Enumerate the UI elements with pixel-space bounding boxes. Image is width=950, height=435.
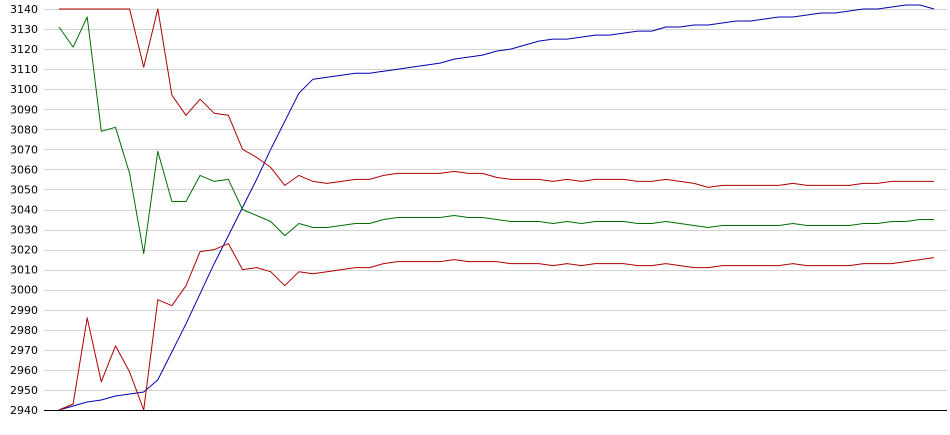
y-tick-label: 2980 (10, 324, 38, 337)
y-tick-label: 3090 (10, 103, 38, 116)
series-lines (58, 4, 935, 411)
y-tick-label: 3140 (10, 3, 38, 16)
y-tick-label: 2970 (10, 344, 38, 357)
y-tick-label: 3080 (10, 123, 38, 136)
y-tick-label: 3030 (10, 224, 38, 237)
series-line-1 (58, 4, 935, 411)
series-line-2 (59, 8, 934, 188)
y-tick-label: 2990 (10, 304, 38, 317)
series-line-3 (58, 16, 934, 255)
series-line-4 (58, 243, 935, 411)
y-tick-label: 3010 (10, 264, 38, 277)
y-tick-label: 3110 (10, 63, 38, 76)
gridlines (44, 9, 947, 411)
y-axis-tick-labels: 2940 2950 2960 2970 2980 2990 3000 3010 3020 3030… (10, 3, 38, 417)
y-tick-label: 3070 (10, 143, 38, 156)
y-tick-label: 3040 (10, 204, 38, 217)
y-tick-label: 3130 (10, 23, 38, 36)
y-tick-label: 3060 (10, 163, 38, 176)
y-tick-label: 3020 (10, 244, 38, 257)
y-tick-label: 3000 (10, 284, 38, 297)
y-tick-label: 2940 (10, 404, 38, 417)
y-tick-label: 3050 (10, 183, 38, 196)
y-tick-label: 2950 (10, 384, 38, 397)
y-tick-label: 2960 (10, 364, 38, 377)
y-tick-label: 3120 (10, 43, 38, 56)
y-tick-label: 3100 (10, 83, 38, 96)
